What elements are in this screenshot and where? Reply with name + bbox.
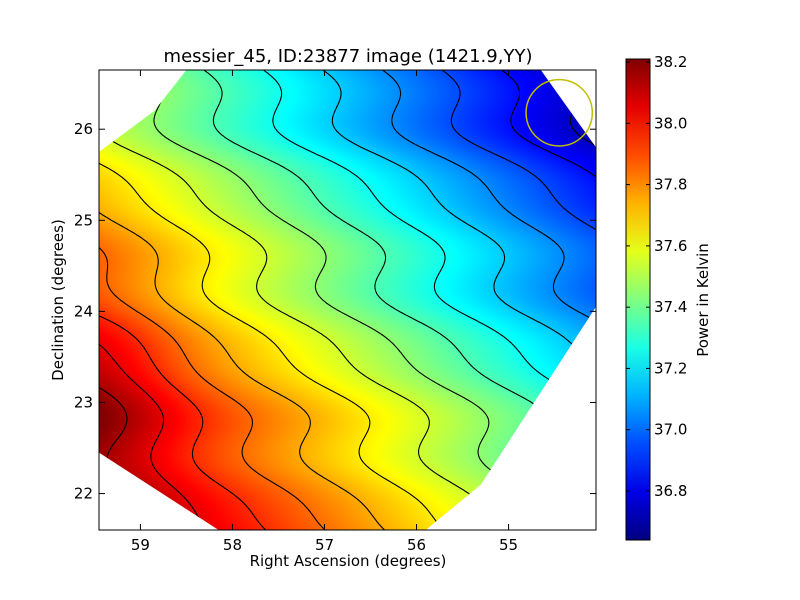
colorbar-tick-label: 37.2 (654, 359, 687, 377)
y-tick-label: 24 (74, 302, 93, 320)
contour-level-12 (99, 315, 267, 530)
y-tick-label: 25 (74, 211, 93, 229)
contour-level-9 (99, 162, 445, 530)
colorbar-ticks: 36.8 37.0 37.2 37.4 37.6 37.8 38.0 38.2 (626, 53, 687, 500)
contour-level-10 (99, 212, 385, 530)
colorbar-tick-label: 38.0 (654, 114, 687, 132)
contour-lines (99, 70, 596, 530)
x-tick-label: 58 (223, 536, 242, 554)
colorbar-tick-label: 37.8 (654, 176, 687, 194)
colorbar-gradient (625, 58, 651, 541)
colorbar-tick-label: 38.2 (654, 53, 687, 71)
chart-title: messier_45, ID:23877 image (1421.9,YY) (164, 46, 533, 67)
y-tick-label: 22 (74, 485, 93, 503)
x-tick-label: 56 (407, 536, 426, 554)
colorbar-tick-label: 36.8 (654, 482, 687, 500)
contour-level-2 (441, 70, 596, 231)
contour-level-3 (382, 70, 596, 322)
y-axis-label: Declination (degrees) (49, 219, 67, 381)
plot-area (99, 70, 596, 530)
colorbar-tick-label: 37.4 (654, 298, 687, 316)
colorbar-tick-label: 37.0 (654, 421, 687, 439)
beam-circle (525, 78, 594, 147)
x-tick-label: 59 (131, 536, 150, 554)
x-axis-label: Right Ascension (degrees) (250, 552, 447, 570)
x-tick-label: 55 (499, 536, 518, 554)
colorbar-tick-label: 37.6 (654, 237, 687, 255)
colorbar-label: Power in Kelvin (694, 243, 712, 357)
y-tick-label: 23 (74, 393, 93, 411)
plot-frame (98, 69, 597, 531)
heatmap-image (99, 70, 596, 530)
contour-level-13 (99, 343, 209, 530)
x-axis: 59 58 57 56 55 (131, 70, 518, 554)
y-tick-label: 26 (74, 120, 93, 138)
x-tick-label: 57 (315, 536, 334, 554)
y-axis: 22 23 24 25 26 (74, 120, 596, 503)
colorbar: 36.8 37.0 37.2 37.4 37.6 37.8 38.0 38.2 Power i… (625, 53, 712, 541)
